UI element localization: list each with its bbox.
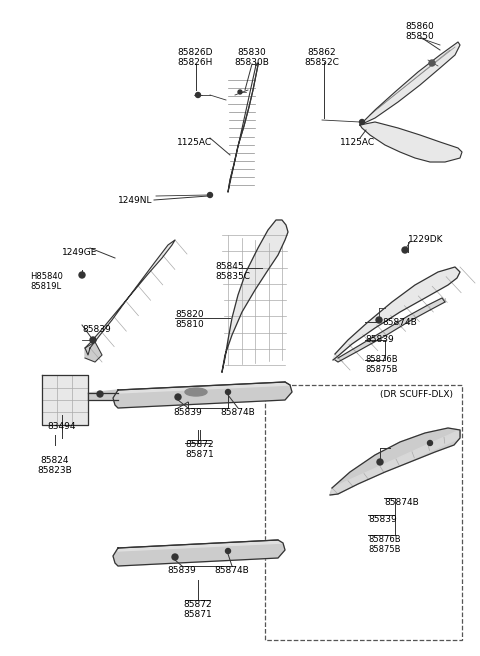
Polygon shape [335, 298, 445, 362]
Polygon shape [85, 342, 102, 362]
Polygon shape [330, 428, 460, 495]
Text: 85876B
85875B: 85876B 85875B [368, 535, 401, 554]
Text: 85839: 85839 [82, 325, 111, 334]
Text: 85820
85810: 85820 85810 [175, 310, 204, 329]
Circle shape [175, 394, 181, 400]
Ellipse shape [185, 388, 207, 396]
Text: 85876B
85875B: 85876B 85875B [365, 355, 397, 375]
Polygon shape [228, 63, 258, 192]
Circle shape [226, 390, 230, 394]
Bar [265, 385, 462, 640]
Polygon shape [118, 382, 290, 393]
Polygon shape [333, 267, 460, 360]
Text: H85840
85819L: H85840 85819L [30, 272, 63, 291]
Polygon shape [42, 375, 88, 425]
Circle shape [428, 440, 432, 445]
Circle shape [79, 272, 85, 278]
Circle shape [97, 391, 103, 397]
Text: 85845
85835C: 85845 85835C [215, 262, 250, 281]
Text: 85839: 85839 [168, 566, 196, 575]
Circle shape [429, 60, 435, 66]
Polygon shape [332, 430, 460, 495]
Circle shape [376, 317, 382, 323]
Text: 85862
85852C: 85862 85852C [305, 48, 339, 68]
Circle shape [172, 554, 178, 560]
Text: 1249NL: 1249NL [118, 196, 152, 205]
Text: (DR SCUFF-DLX): (DR SCUFF-DLX) [380, 390, 453, 399]
Circle shape [238, 90, 242, 94]
Text: 1125AC: 1125AC [178, 138, 213, 147]
Text: 85839: 85839 [365, 335, 394, 344]
Polygon shape [88, 390, 118, 400]
Text: 1249GE: 1249GE [62, 248, 97, 257]
Text: 85874B: 85874B [221, 408, 255, 417]
Circle shape [195, 92, 201, 98]
Text: 85860
85850: 85860 85850 [406, 22, 434, 41]
Circle shape [377, 459, 383, 465]
Text: 85874B: 85874B [215, 566, 250, 575]
Circle shape [226, 548, 230, 554]
Text: 1229DK: 1229DK [408, 235, 444, 244]
Text: 85824
85823B: 85824 85823B [37, 456, 72, 476]
Polygon shape [222, 220, 288, 372]
Text: 85839: 85839 [368, 515, 397, 524]
Polygon shape [360, 122, 462, 162]
Circle shape [360, 119, 364, 125]
Polygon shape [113, 382, 292, 408]
Circle shape [90, 337, 96, 343]
Text: 85872
85871: 85872 85871 [184, 600, 212, 619]
Text: 85826D
85826H: 85826D 85826H [177, 48, 213, 68]
Text: 83494: 83494 [48, 422, 76, 431]
Text: 85830
85830B: 85830 85830B [235, 48, 269, 68]
Text: 1125AC: 1125AC [340, 138, 375, 147]
Polygon shape [85, 240, 175, 355]
Polygon shape [360, 42, 460, 125]
Text: 85874B: 85874B [384, 498, 419, 507]
Polygon shape [118, 540, 283, 551]
Text: 85872
85871: 85872 85871 [186, 440, 215, 459]
Circle shape [207, 192, 213, 197]
Circle shape [402, 247, 408, 253]
Text: 85839: 85839 [174, 408, 203, 417]
Polygon shape [113, 540, 285, 566]
Text: 85874B: 85874B [382, 318, 417, 327]
